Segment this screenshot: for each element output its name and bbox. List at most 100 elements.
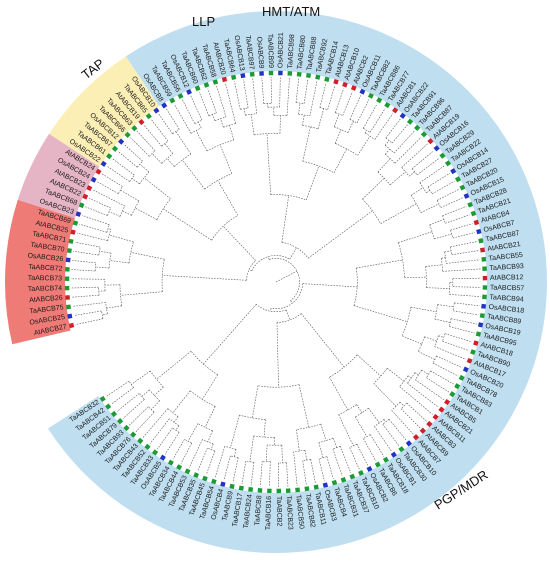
species-marker [229, 483, 235, 489]
branch-arc [137, 160, 143, 168]
species-marker [459, 184, 466, 191]
branch [426, 287, 450, 289]
branch-arc [207, 447, 216, 452]
species-marker [267, 488, 272, 494]
species-marker [340, 477, 347, 483]
species-marker [376, 97, 383, 104]
branch [105, 380, 130, 397]
branch [150, 119, 169, 142]
species-marker [444, 160, 452, 167]
branch [368, 408, 380, 424]
branch [286, 77, 290, 116]
branch-arc [440, 258, 443, 272]
group-band-2 [49, 56, 160, 167]
leaf-label: TaABCB50 [294, 495, 305, 530]
branch-arc [349, 443, 358, 448]
leaf-label: TaABCB72 [28, 264, 63, 273]
branch [302, 460, 307, 485]
branch [250, 462, 255, 486]
branch-arc [319, 107, 328, 110]
branch [411, 187, 424, 196]
branch [111, 387, 134, 405]
species-marker [384, 102, 391, 109]
branch [73, 310, 102, 316]
branch-arc [161, 259, 165, 292]
species-marker [473, 340, 479, 346]
branch [318, 442, 324, 458]
branch [241, 461, 247, 485]
species-marker [462, 366, 469, 373]
species-marker [439, 152, 446, 159]
branch [76, 232, 108, 241]
species-marker [65, 266, 70, 272]
branch [434, 233, 452, 240]
species-marker [193, 472, 200, 479]
branch [129, 406, 149, 426]
branch-arc [128, 380, 134, 388]
branch-arc [172, 129, 180, 135]
species-marker [90, 176, 97, 183]
branch [143, 124, 162, 147]
branch [141, 389, 150, 397]
branch [281, 445, 283, 463]
branch [411, 150, 434, 169]
species-marker [287, 71, 293, 76]
species-marker [359, 88, 366, 95]
branch [175, 425, 180, 431]
branch [310, 459, 316, 484]
branch [207, 88, 217, 114]
branch [79, 223, 107, 233]
branch-arc [202, 439, 214, 445]
branch-arc [364, 132, 376, 140]
species-marker [482, 294, 487, 300]
branch-arc [363, 128, 371, 133]
branch-arc [426, 370, 431, 378]
branch-arc [418, 336, 425, 352]
species-marker [124, 131, 131, 138]
branch [233, 449, 237, 457]
branch [276, 322, 279, 388]
species-marker [110, 410, 118, 418]
species-marker [454, 383, 461, 390]
species-marker [414, 124, 421, 131]
branch-arc [401, 307, 412, 336]
species-marker [130, 431, 137, 438]
branch [332, 448, 343, 477]
branch [436, 355, 463, 369]
species-marker [390, 451, 397, 458]
branch [139, 163, 150, 173]
branch [130, 252, 165, 260]
leaf-label: TaABCB73 [28, 275, 62, 283]
branch-arc [246, 260, 256, 281]
species-marker [342, 81, 348, 88]
branch [437, 189, 460, 201]
species-marker [276, 488, 282, 494]
species-marker [221, 76, 228, 83]
branch-arc [118, 186, 123, 194]
leaf-label: AtABCB26 [29, 295, 63, 304]
branch [442, 340, 470, 351]
leaf-label: TaABCB98 [287, 34, 296, 69]
branch-arc [119, 284, 123, 306]
branch [106, 305, 122, 309]
branch [92, 189, 126, 207]
branch [416, 157, 440, 176]
branch [134, 207, 158, 220]
branch-arc [169, 418, 180, 426]
species-marker [477, 322, 484, 328]
species-marker [86, 185, 93, 192]
branch-arc [256, 304, 287, 312]
species-marker [138, 118, 145, 126]
leaf-label: OsABCB21 [277, 32, 285, 68]
branch-arc [373, 368, 388, 384]
branch [449, 326, 475, 334]
branch-arc [172, 427, 180, 433]
species-marker [66, 248, 72, 254]
branch [190, 95, 203, 121]
branch [452, 232, 476, 239]
branch [453, 310, 479, 316]
branch [408, 171, 415, 177]
branch-arc [276, 313, 302, 323]
branch-arc [377, 171, 391, 185]
